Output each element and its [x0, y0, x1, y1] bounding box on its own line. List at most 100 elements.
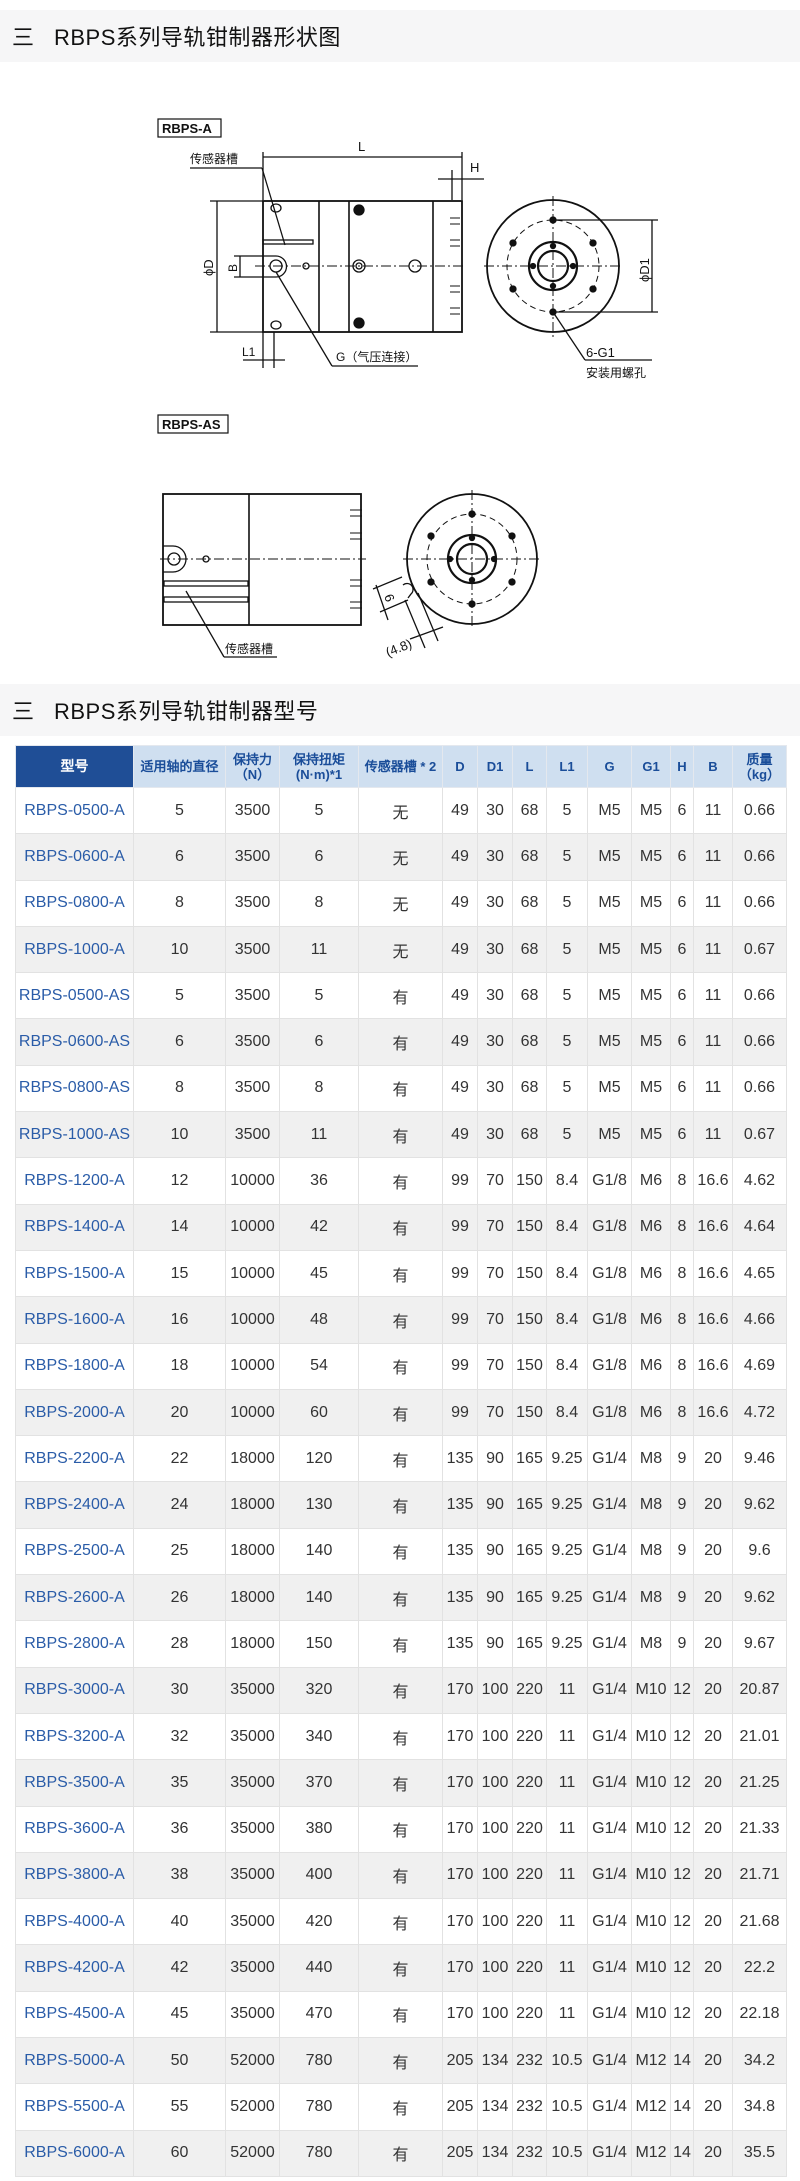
- cell-d: 170: [442, 1805, 478, 1853]
- cell-l: 165: [512, 1574, 547, 1622]
- cell-l: 68: [512, 786, 547, 835]
- model-link[interactable]: RBPS-1200-A: [15, 1157, 134, 1205]
- model-section-header: 三 RBPS系列导轨钳制器型号: [0, 684, 800, 736]
- model-link[interactable]: RBPS-2600-A: [15, 1574, 134, 1622]
- cell-g1: M6: [631, 1249, 671, 1298]
- cell-sensor-slot: 有: [358, 1481, 443, 1529]
- cell-h: 6: [670, 972, 694, 1020]
- model-link[interactable]: RBPS-3600-A: [15, 1805, 134, 1853]
- cell-b: 20: [693, 1990, 733, 2039]
- cell-holding-force: 18000: [225, 1527, 280, 1576]
- model-link[interactable]: RBPS-0500-A: [15, 786, 134, 835]
- header-g: G: [587, 745, 632, 788]
- model-link[interactable]: RBPS-5000-A: [15, 2037, 134, 2085]
- model-link[interactable]: RBPS-2400-A: [15, 1481, 134, 1529]
- cell-h: 14: [670, 2129, 694, 2177]
- model-link[interactable]: RBPS-5500-A: [15, 2083, 134, 2131]
- cell-g: M5: [587, 1064, 632, 1113]
- table-row: RBPS-2000-A 20 10000 60 有 99 70 150 8.4 G1/8 M6 8 16…: [15, 1388, 787, 1437]
- cell-h: 14: [670, 2037, 694, 2085]
- cell-holding-torque: 380: [279, 1805, 359, 1853]
- cell-shaft-diameter: 42: [133, 1944, 226, 1992]
- model-link[interactable]: RBPS-1500-A: [15, 1249, 134, 1298]
- model-link[interactable]: RBPS-3000-A: [15, 1666, 134, 1714]
- cell-d1: 90: [477, 1435, 513, 1483]
- model-link[interactable]: RBPS-0500-AS: [15, 972, 134, 1020]
- cell-shaft-diameter: 6: [133, 833, 226, 881]
- model-link[interactable]: RBPS-1800-A: [15, 1342, 134, 1390]
- header-l: L: [512, 745, 547, 788]
- header-shaft-diameter: 适用轴的直径: [133, 745, 226, 788]
- cell-g1: M6: [631, 1203, 671, 1251]
- cell-l: 232: [512, 2037, 547, 2085]
- model-link[interactable]: RBPS-4200-A: [15, 1944, 134, 1992]
- cell-l: 165: [512, 1527, 547, 1576]
- dim-h: H: [470, 160, 479, 175]
- cell-holding-force: 35000: [225, 1712, 280, 1761]
- model-link[interactable]: RBPS-1000-AS: [15, 1111, 134, 1159]
- header-model: 型号: [15, 745, 134, 788]
- cell-d: 99: [442, 1203, 478, 1251]
- model-link[interactable]: RBPS-0600-A: [15, 833, 134, 881]
- model-link[interactable]: RBPS-2500-A: [15, 1527, 134, 1576]
- cell-d1: 70: [477, 1157, 513, 1205]
- cell-d: 49: [442, 1111, 478, 1159]
- cell-l: 68: [512, 879, 547, 927]
- cell-d: 135: [442, 1481, 478, 1529]
- table-row: RBPS-5500-A 55 52000 780 有 205 134 232 10.5 G1/4 M…: [15, 2083, 787, 2131]
- cell-g1: M10: [631, 1759, 671, 1807]
- cell-d: 99: [442, 1296, 478, 1344]
- model-link[interactable]: RBPS-3500-A: [15, 1759, 134, 1807]
- cell-d1: 100: [477, 1759, 513, 1807]
- cell-g: G1/4: [587, 2129, 632, 2177]
- model-link[interactable]: RBPS-2000-A: [15, 1388, 134, 1437]
- cell-shaft-diameter: 10: [133, 925, 226, 974]
- cell-holding-torque: 470: [279, 1990, 359, 2039]
- cell-g1: M5: [631, 786, 671, 835]
- cell-mass: 4.72: [732, 1388, 787, 1437]
- model-link[interactable]: RBPS-0800-AS: [15, 1064, 134, 1113]
- cell-shaft-diameter: 30: [133, 1666, 226, 1714]
- cell-g: G1/8: [587, 1203, 632, 1251]
- model-link[interactable]: RBPS-6000-A: [15, 2129, 134, 2177]
- cell-mass: 22.2: [732, 1944, 787, 1992]
- cell-g: G1/8: [587, 1388, 632, 1437]
- cell-d1: 30: [477, 1111, 513, 1159]
- cell-mass: 21.68: [732, 1898, 787, 1946]
- cell-d1: 100: [477, 1990, 513, 2039]
- table-row: RBPS-5000-A 50 52000 780 有 205 134 232 10.5 G1/4 M…: [15, 2037, 787, 2085]
- cell-mass: 0.66: [732, 879, 787, 927]
- model-link[interactable]: RBPS-1000-A: [15, 925, 134, 974]
- cell-holding-force: 3500: [225, 1018, 280, 1066]
- cell-sensor-slot: 无: [358, 833, 443, 881]
- cell-holding-torque: 420: [279, 1898, 359, 1946]
- model-link[interactable]: RBPS-4000-A: [15, 1898, 134, 1946]
- cell-b: 20: [693, 1620, 733, 1668]
- model-link[interactable]: RBPS-0800-A: [15, 879, 134, 927]
- dim-phid1: ϕD1: [637, 258, 652, 282]
- dim-l1: L1: [242, 345, 256, 359]
- cell-shaft-diameter: 22: [133, 1435, 226, 1483]
- model-link[interactable]: RBPS-2800-A: [15, 1620, 134, 1668]
- cell-holding-torque: 48: [279, 1296, 359, 1344]
- model-link[interactable]: RBPS-0600-AS: [15, 1018, 134, 1066]
- cell-shaft-diameter: 24: [133, 1481, 226, 1529]
- cell-d: 99: [442, 1157, 478, 1205]
- model-link[interactable]: RBPS-2200-A: [15, 1435, 134, 1483]
- table-row: RBPS-1000-A 10 3500 11 无 49 30 68 5 M5 M5 6 11 0.67: [15, 925, 787, 974]
- model-link[interactable]: RBPS-4500-A: [15, 1990, 134, 2039]
- model-link[interactable]: RBPS-1400-A: [15, 1203, 134, 1251]
- cell-mass: 21.01: [732, 1712, 787, 1761]
- cell-l1: 5: [546, 925, 588, 974]
- cell-l1: 11: [546, 1990, 588, 2039]
- model-link[interactable]: RBPS-3200-A: [15, 1712, 134, 1761]
- model-link[interactable]: RBPS-3800-A: [15, 1851, 134, 1900]
- model-link[interactable]: RBPS-1600-A: [15, 1296, 134, 1344]
- dim-4-8: (4.8): [384, 636, 414, 660]
- cell-d: 170: [442, 1898, 478, 1946]
- cell-g1: M8: [631, 1481, 671, 1529]
- cell-shaft-diameter: 38: [133, 1851, 226, 1900]
- cell-shaft-diameter: 8: [133, 879, 226, 927]
- table-row: RBPS-1200-A 12 10000 36 有 99 70 150 8.4 G1/8 M6 8 16…: [15, 1157, 787, 1205]
- cell-holding-force: 52000: [225, 2083, 280, 2131]
